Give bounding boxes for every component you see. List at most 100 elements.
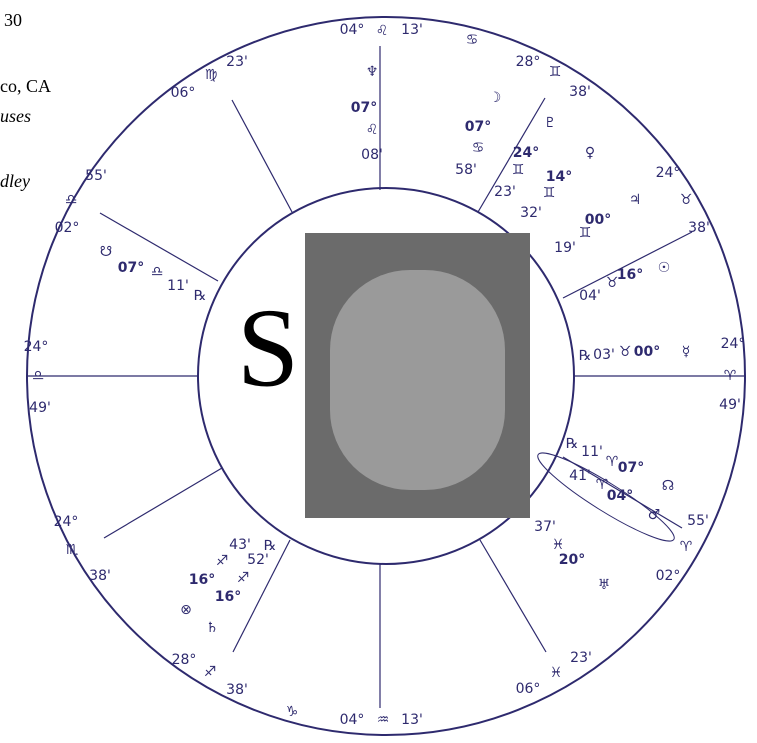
chart-label: ♀ [585,145,595,161]
chart-label: 04' [579,288,601,304]
chart-label: 24° [54,514,79,530]
corner-text: dley [0,171,30,191]
chart-label: ♓ [550,665,563,681]
chart-label: ♎ [32,368,45,384]
chart-label: ♑ [286,704,299,720]
chart-label: 16° [189,572,215,588]
cusp-line [232,100,292,212]
chart-label: ⊗ [180,602,192,618]
chart-label: 20° [559,552,585,568]
chart-label: 37' [534,519,556,535]
chart-label: 43' [229,537,251,553]
chart-label: 58' [455,162,477,178]
chart-label: 11' [167,278,189,294]
chart-label: 11' [581,444,603,460]
chart-label: ♃ [629,192,642,208]
chart-label: ♋ [472,140,485,156]
chart-label: 38' [226,682,248,698]
chart-label: 49' [29,400,51,416]
chart-label: ♆ [366,64,379,80]
chart-label: 02° [55,220,80,236]
chart-label: 16° [215,589,241,605]
chart-label: 55' [687,513,709,529]
chart-label: ♈ [724,368,737,384]
chart-label: ☋ [100,244,112,260]
chart-label: 55' [85,168,107,184]
chart-label: ♐ [237,570,250,586]
chart-label: 07° [118,260,144,276]
chart-label: ♎ [65,192,78,208]
chart-label: 23' [226,54,248,70]
chart-label: 00° [634,344,660,360]
chart-label: 23' [494,184,516,200]
chart-label: 07° [618,460,644,476]
chart-label: ♓ [552,537,565,553]
chart-label: ♐ [204,664,217,680]
chart-label: 06° [516,681,541,697]
chart-label: 04° [340,22,365,38]
chart-label: ℞ [194,288,207,304]
corner-text: uses [0,106,31,126]
chart-label: 24° [721,336,746,352]
chart-label: ♉ [606,275,619,291]
chart-label: 16° [617,267,643,283]
chart-label: 38' [569,84,591,100]
chart-label: ℞ [566,436,579,452]
chart-label: ♌ [376,23,389,39]
chart-label: 04° [607,488,633,504]
big-letter: S [237,287,299,411]
chart-label: ♉ [680,192,693,208]
chart-label: ☽ [489,90,502,106]
chart-label: 38' [688,220,710,236]
cusp-line [480,540,546,652]
chart-label: ☿ [682,344,691,360]
chart-label: 04° [340,712,365,728]
corner-text: co, CA [0,76,51,96]
chart-label: ♉ [619,344,632,360]
chart-label: 49' [719,397,741,413]
chart-label: ♈ [596,477,609,493]
chart-label: 19' [554,240,576,256]
chart-label: 41' [569,468,591,484]
chart-label: ℞ [579,348,592,364]
cusp-line [104,468,222,538]
chart-label: ♊ [579,225,592,241]
chart-label: ♊ [543,185,556,201]
chart-label: ♊ [512,162,525,178]
chart-label: 06° [171,85,196,101]
chart-label: ♈ [606,454,619,470]
chart-label: 28° [516,54,541,70]
chart-label: ♊ [549,64,562,80]
chart-label: 52' [247,552,269,568]
chart-label: ♌ [366,122,379,138]
chart-label: ☊ [662,478,674,494]
chart-wheel: S 30 co, CA uses dley 04°♌13'♋28°♊38'06°… [0,0,757,743]
chart-label: ♒ [377,712,390,728]
chart-label: ♂ [648,507,661,523]
chart-label: 28° [172,652,197,668]
chart-label: ♄ [206,620,219,636]
chart-label: ♅ [598,577,611,593]
chart-label: 13' [401,22,423,38]
chart-label: 07° [465,119,491,135]
chart-label: 24° [513,145,539,161]
chart-label: ☉ [658,260,671,276]
chart-label: ♇ [544,115,557,131]
chart-label: 38' [89,568,111,584]
chart-label: 02° [656,568,681,584]
chart-label: 14° [546,169,572,185]
chart-label: 32' [520,205,542,221]
chart-label: 24° [656,165,681,181]
chart-label: ♏ [66,542,79,558]
chart-label: 24° [24,339,49,355]
chart-label: ♋ [466,32,479,48]
chart-label: ♐ [216,553,229,569]
chart-label: 13' [401,712,423,728]
chart-label: ♈ [680,539,693,555]
chart-label: 08' [361,147,383,163]
chart-label: 23' [570,650,592,666]
portrait-face [330,270,505,490]
chart-label: 07° [351,100,377,116]
chart-label: ♎ [151,264,164,280]
chart-label: 03' [593,347,615,363]
